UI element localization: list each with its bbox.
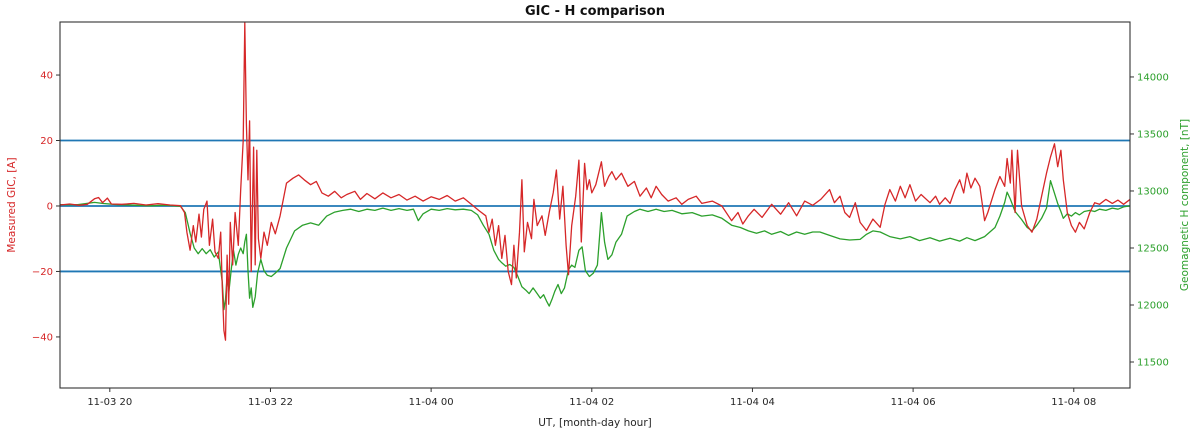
tick-marks-group — [56, 74, 1134, 392]
plot-frame — [59, 21, 1131, 389]
left-y-axis-label: Measured GIC, [A] — [6, 157, 18, 252]
right-y-axis-label: Geomagnetic H component, [nT] — [1179, 119, 1191, 291]
left-y-tick-label: 40 — [40, 71, 53, 82]
threshold-lines-group — [60, 139, 1130, 273]
x-tick-label: 11-04 00 — [409, 397, 454, 408]
axes-frame-group — [59, 21, 1131, 389]
x-tick-label: 11-03 20 — [87, 397, 132, 408]
left-y-tick-label: −20 — [32, 267, 53, 278]
right-y-tick-label: 11500 — [1137, 358, 1169, 369]
x-tick-label: 11-03 22 — [248, 397, 293, 408]
x-tick-label: 11-04 04 — [730, 397, 775, 408]
right-y-tick-label: 12000 — [1137, 300, 1169, 311]
tick-labels-group: 11-03 20 11-03 22 11-04 00 11-04 02 11-04 04… — [32, 71, 1169, 408]
x-tick-label: 11-04 06 — [891, 397, 936, 408]
right-y-tick-label: 13000 — [1137, 186, 1169, 197]
series-line-measured-gic — [60, 22, 1130, 341]
chart-title: GIC - H comparison — [525, 4, 665, 19]
right-y-tick-label: 13500 — [1137, 129, 1169, 140]
x-tick-label: 11-04 02 — [569, 397, 614, 408]
data-series-group — [60, 22, 1130, 341]
left-y-tick-label: −40 — [32, 332, 53, 343]
left-y-tick-label: 0 — [47, 201, 53, 212]
series-line-geomagnetic-h-component — [60, 180, 1130, 311]
right-y-tick-label: 14000 — [1137, 72, 1169, 83]
x-tick-label: 11-04 08 — [1051, 397, 1096, 408]
x-axis-label: UT, [month-day hour] — [538, 417, 652, 429]
left-y-tick-label: 20 — [40, 136, 53, 147]
right-y-tick-label: 12500 — [1137, 243, 1169, 254]
